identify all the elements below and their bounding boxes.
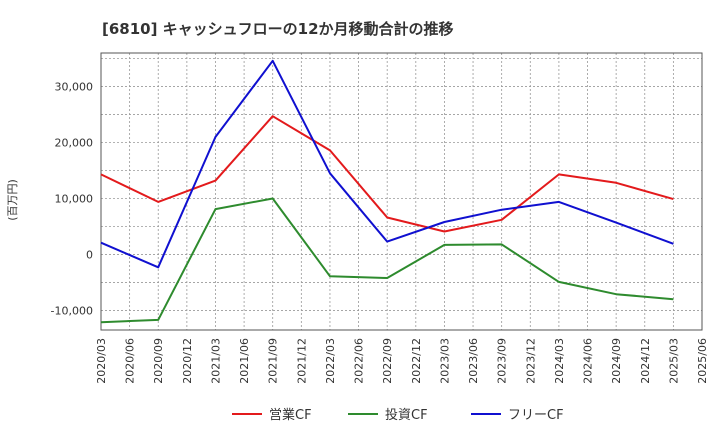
chart-title: [6810] キャッシュフローの12か月移動合計の推移	[102, 20, 454, 38]
legend-label-フリーCF: フリーCF	[508, 408, 564, 423]
x-tick-label: 2021/09	[267, 338, 280, 384]
x-tick-label: 2024/12	[639, 338, 652, 384]
plot-area	[100, 52, 703, 331]
y-tick-label: 0	[86, 248, 93, 261]
x-tick-label: 2023/06	[467, 338, 480, 384]
x-tick-label: 2022/06	[353, 338, 366, 384]
x-tick-label: 2022/03	[324, 338, 337, 384]
y-tick-label: -10,000	[51, 304, 93, 317]
y-tick-label: 10,000	[55, 192, 94, 205]
series-line-営業CF	[100, 115, 674, 233]
x-tick-label: 2024/06	[582, 338, 595, 384]
legend-label-投資CF: 投資CF	[385, 407, 428, 423]
x-tick-label: 2020/06	[124, 338, 137, 384]
series-line-投資CF	[100, 197, 674, 324]
x-tick-label: 2025/06	[696, 338, 709, 384]
series-lines	[100, 59, 674, 324]
x-axis-tick-labels: 2020/03 2020/06 2020/09 2020/12 2021/03 2021/…	[95, 338, 709, 384]
x-tick-label: 2023/12	[524, 338, 537, 384]
x-tick-label: 2021/03	[209, 338, 222, 384]
x-tick-label: 2021/06	[238, 338, 251, 384]
x-tick-label: 2025/03	[667, 338, 680, 384]
x-tick-label: 2020/03	[95, 338, 108, 384]
x-tick-label: 2020/09	[152, 338, 165, 384]
series-line-フリーCF	[100, 59, 674, 269]
y-tick-label: 20,000	[55, 137, 94, 150]
x-tick-label: 2021/12	[295, 338, 308, 384]
y-axis-tick-labels: -10,000 0 10,000 20,000 30,000	[51, 81, 93, 318]
y-tick-label: 30,000	[55, 81, 94, 94]
x-tick-label: 2024/03	[553, 338, 566, 384]
x-tick-label: 2023/03	[438, 338, 451, 384]
x-tick-label: 2024/09	[610, 338, 623, 384]
x-tick-label: 2022/09	[381, 338, 394, 384]
x-tick-label: 2023/09	[496, 338, 509, 384]
x-tick-label: 2020/12	[181, 338, 194, 384]
legend: 営業CF 投資CF フリーCF	[232, 407, 564, 423]
x-tick-label: 2022/12	[410, 338, 423, 384]
y-axis-label: (百万円)	[6, 179, 19, 221]
legend-label-営業CF: 営業CF	[269, 407, 312, 423]
